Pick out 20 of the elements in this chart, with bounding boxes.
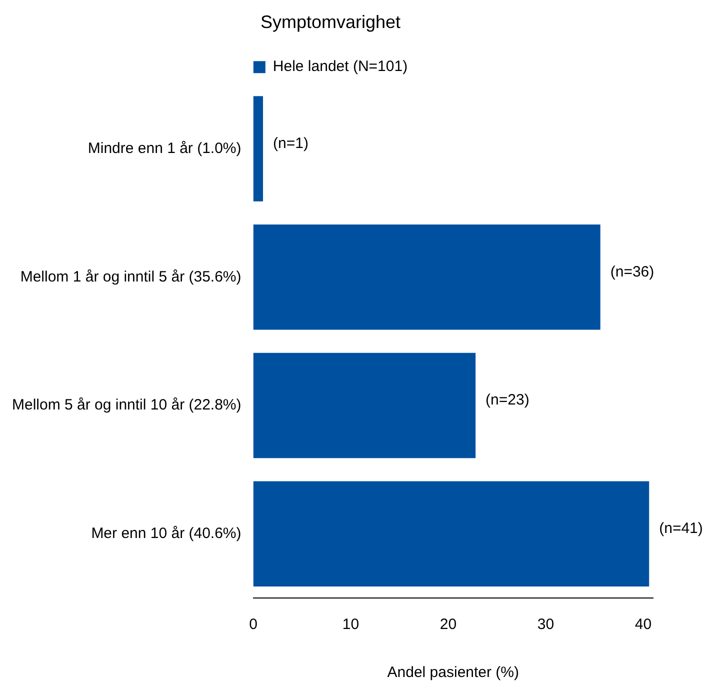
x-tick-label: 10	[342, 616, 360, 634]
bar	[253, 224, 600, 330]
x-tick-label: 0	[249, 616, 258, 634]
x-axis-title: Andel pasienter (%)	[387, 664, 520, 682]
data-label: (n=23)	[486, 392, 530, 409]
x-tick-label: 40	[634, 616, 652, 634]
data-label: (n=1)	[273, 134, 308, 152]
y-tick-label: Mindre enn 1 år (1.0%)	[88, 140, 242, 157]
data-label: (n=36)	[610, 263, 654, 280]
data-label: (n=41)	[659, 520, 703, 537]
legend-label: Hele landet (N=101)	[272, 58, 408, 76]
bar	[253, 96, 264, 202]
y-tick-label: Mellom 5 år og inntil 10 år (22.8%)	[12, 396, 242, 414]
bar	[253, 352, 476, 458]
x-tick-label: 30	[537, 616, 554, 634]
chart-title: Symptomvarighet	[260, 12, 401, 32]
bar	[253, 481, 650, 586]
x-tick-label: 20	[440, 616, 457, 634]
y-tick-label: Mellom 1 år og inntil 5 år (35.6%)	[20, 268, 242, 286]
y-tick-label: Mer enn 10 år (40.6%)	[91, 524, 242, 542]
